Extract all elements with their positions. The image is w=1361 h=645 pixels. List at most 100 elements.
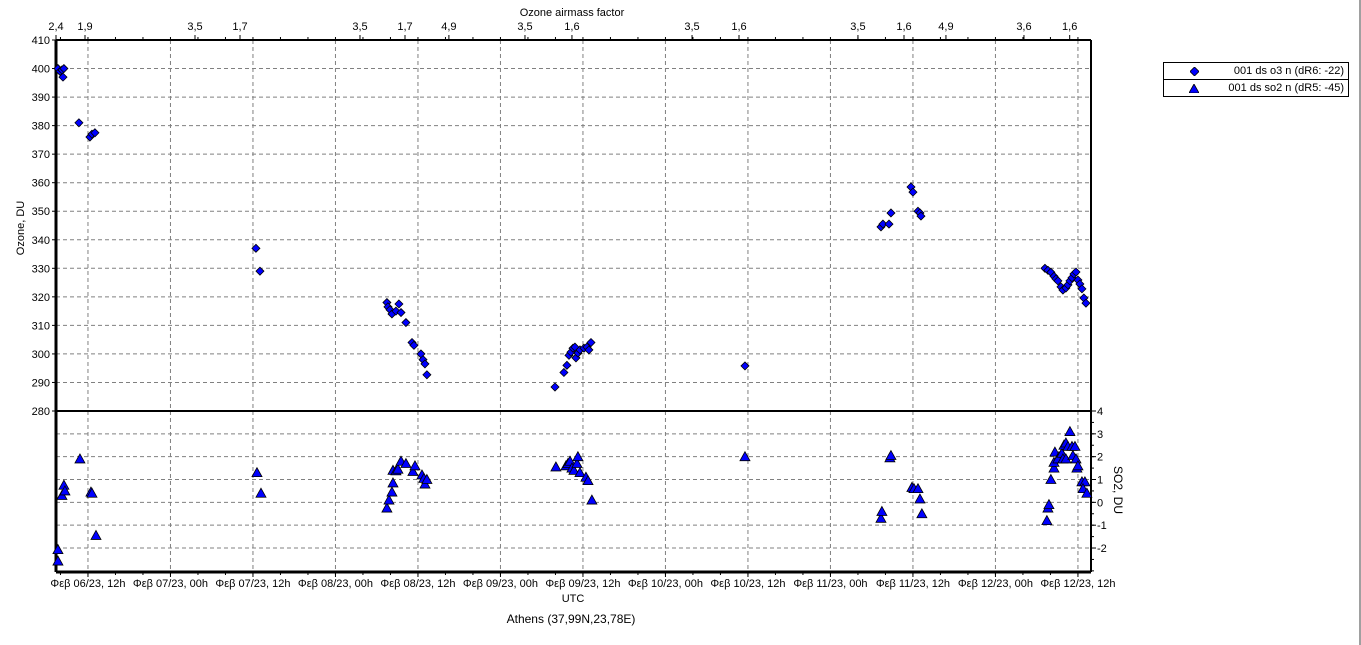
x-tick-label: Φεβ 12/23, 12h (1040, 578, 1115, 590)
so2-point (875, 512, 887, 523)
ozone-point (409, 340, 419, 350)
y-tick-label: 290 (32, 377, 50, 389)
ozone-point (58, 72, 68, 82)
window-border (1359, 0, 1361, 645)
y-tick-label: 320 (32, 292, 50, 304)
x-tick-label: Φεβ 11/23, 00h (793, 578, 867, 590)
y-tick-label: 280 (32, 406, 50, 418)
so2-point (550, 461, 562, 472)
so2-point (409, 459, 421, 471)
top-axis-title: Ozone airmass factor (520, 7, 625, 19)
ozone-point (420, 359, 430, 369)
so2-point (912, 482, 924, 494)
so2-point (52, 543, 64, 555)
so2-point (586, 494, 598, 505)
x-tick-label: Φεβ 06/23, 12h (50, 578, 125, 590)
airmass-tick-label: 3,5 (850, 21, 865, 33)
data-points (52, 63, 1093, 566)
airmass-tick-label: 3,5 (517, 21, 532, 33)
so2-point (574, 466, 586, 478)
ozone-point (586, 337, 596, 348)
ozone-point (916, 211, 926, 221)
airmass-tick-label: 3,6 (1016, 21, 1031, 33)
ozone-point (1081, 298, 1091, 308)
airmass-tick-label: 1,9 (77, 21, 92, 33)
so2-point (1069, 440, 1081, 451)
y-tick-label: 400 (32, 64, 50, 76)
x-tick-label: Φεβ 09/23, 12h (545, 578, 620, 590)
legend-item-so2: 001 ds so2 n (dR5: -45) (1164, 79, 1348, 96)
ozone-point (255, 266, 265, 276)
so2-point (400, 457, 412, 468)
axes: Φεβ 06/23, 12h Φεβ 07/23, 00h Φεβ 07/23, 1… (32, 21, 1116, 590)
ozone-point (584, 345, 594, 355)
so2-point (739, 450, 751, 462)
so2-point (1081, 487, 1093, 498)
so2-point (59, 485, 71, 496)
y-tick-label: 410 (32, 35, 50, 47)
ozone-point (740, 361, 750, 371)
so2-point (90, 529, 102, 540)
so2-point (568, 464, 580, 475)
diamond-icon (1164, 66, 1224, 76)
airmass-tick-label: 1,6 (1062, 21, 1077, 33)
legend-label: 001 ds so2 n (dR5: -45) (1228, 82, 1344, 94)
so2-point (1043, 498, 1055, 510)
y-tick-label: 390 (32, 92, 50, 104)
y-tick-label: 360 (32, 178, 50, 190)
ozone-point (562, 360, 572, 370)
so2-point (914, 493, 926, 504)
ozone-point (1077, 284, 1087, 294)
so2-point (392, 463, 404, 474)
so2-point (1045, 473, 1057, 484)
so2-point (387, 477, 399, 488)
ozone-point (886, 208, 896, 218)
airmass-tick-label: 3,5 (187, 21, 202, 33)
ozone-point (401, 317, 411, 328)
airmass-tick-label: 2,4 (48, 21, 63, 33)
so2-point (1070, 453, 1082, 464)
ozone-point (1071, 267, 1081, 277)
y2-tick-label: -2 (1097, 543, 1107, 555)
airmass-tick-label: 1,6 (896, 21, 911, 33)
y-tick-label: 300 (32, 349, 50, 361)
so2-point (885, 449, 897, 460)
legend-item-o3: 001 ds o3 n (dR6: -22) (1164, 63, 1348, 79)
airmass-tick-label: 1,6 (564, 21, 579, 33)
y2-tick-label: 2 (1097, 452, 1103, 464)
airmass-tick-label: 3,5 (684, 21, 699, 33)
ozone-point (251, 243, 261, 253)
so2-point (1048, 462, 1060, 473)
so2-point (916, 507, 928, 519)
ozone-point (1053, 276, 1063, 286)
ozone-point (74, 118, 84, 128)
x-tick-label: Φεβ 08/23, 00h (298, 578, 373, 590)
so2-point (421, 473, 433, 484)
ozone-point (908, 187, 918, 197)
ozone-point (394, 299, 404, 309)
ozone-point (59, 63, 69, 74)
airmass-tick-label: 4,9 (441, 21, 456, 33)
station-label: Athens (37,99N,23,78E) (507, 612, 636, 626)
y-axis-title-ozone: Ozone, DU (15, 201, 27, 255)
airmass-tick-label: 4,9 (938, 21, 953, 33)
so2-point (1064, 425, 1076, 436)
x-tick-label: Φεβ 10/23, 00h (628, 578, 703, 590)
x-tick-label: Φεβ 07/23, 00h (133, 578, 208, 590)
x-tick-label: Φεβ 09/23, 00h (463, 578, 538, 590)
triangle-icon (1164, 83, 1224, 93)
so2-point (1072, 459, 1084, 471)
x-tick-label: Φεβ 12/23, 00h (958, 578, 1033, 590)
so2-point (407, 465, 419, 476)
y-tick-label: 340 (32, 235, 50, 247)
y-tick-label: 350 (32, 206, 50, 218)
legend-label: 001 ds o3 n (dR6: -22) (1233, 65, 1344, 77)
ozone-point (878, 219, 888, 229)
x-axis-title: UTC (562, 593, 585, 605)
so2-point (86, 487, 98, 498)
y2-tick-label: 1 (1097, 475, 1103, 487)
so2-point (381, 502, 393, 513)
y2-tick-label: 0 (1097, 497, 1103, 509)
y-tick-label: 310 (32, 320, 50, 332)
